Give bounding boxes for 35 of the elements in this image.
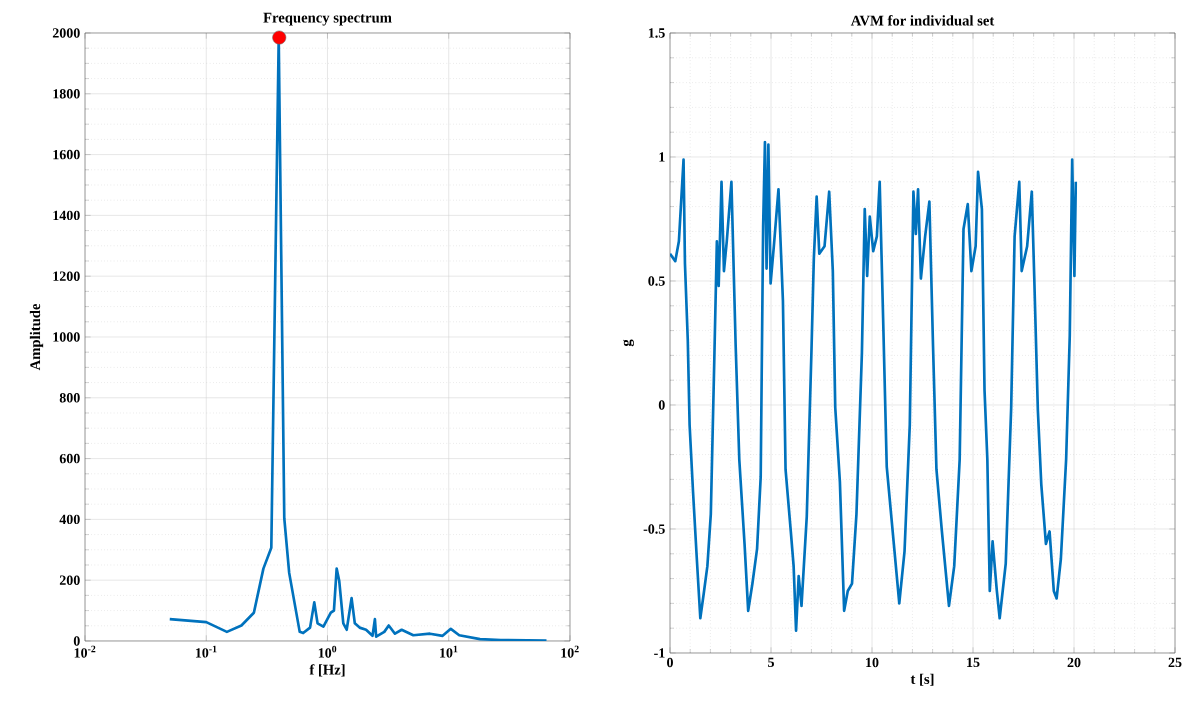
y-tick-label: 0: [658, 400, 665, 410]
x-tick-label: 10$^{1}$: [440, 645, 458, 658]
chart-title: Frequency spectrum: [263, 12, 392, 26]
y-tick-label: -1: [654, 648, 665, 658]
y-tick-label: 800: [59, 393, 80, 403]
y-tick-label: -0.5: [643, 524, 665, 534]
y-axis-title: Amplitude: [29, 303, 44, 371]
y-tick-label: 2000: [52, 28, 80, 38]
chart-title: AVM for individual set: [850, 15, 995, 26]
y-tick-label: 1600: [53, 149, 80, 160]
x-tick-label: 10$^{-1}$: [195, 645, 217, 658]
y-tick-label: 0: [73, 636, 80, 646]
y-tick-label: 0.5: [648, 276, 665, 286]
x-tick-label: 15: [967, 657, 980, 668]
x-tick-label: 0: [667, 657, 673, 668]
line-series: [670, 140, 1078, 632]
x-axis-title: f [Hz]: [309, 664, 345, 677]
y-tick-label: 200: [59, 575, 80, 585]
y-tick-label: 600: [59, 453, 80, 464]
y-axis-title: g: [623, 339, 634, 347]
x-tick-label: 10$^{-2}$: [74, 645, 96, 658]
y-tick-label: 1400: [53, 210, 80, 221]
y-tick-label: 1000: [53, 332, 80, 342]
x-tick-label: 10$^{0}$: [318, 645, 337, 658]
x-tick-label: 25: [1168, 657, 1182, 668]
y-tick-label: 400: [59, 514, 80, 525]
y-tick-label: 1200: [53, 271, 80, 281]
x-tick-label: 20: [1067, 657, 1081, 668]
y-tick-label: 1: [659, 152, 665, 162]
y-tick-label: 1.5: [648, 28, 665, 38]
x-axis-title: t [s]: [910, 673, 934, 686]
x-tick-label: 10: [866, 657, 879, 668]
y-tick-label: 1800: [53, 89, 80, 99]
x-tick-label: 10$^{2}$: [561, 645, 579, 658]
x-tick-label: 5: [768, 657, 774, 668]
